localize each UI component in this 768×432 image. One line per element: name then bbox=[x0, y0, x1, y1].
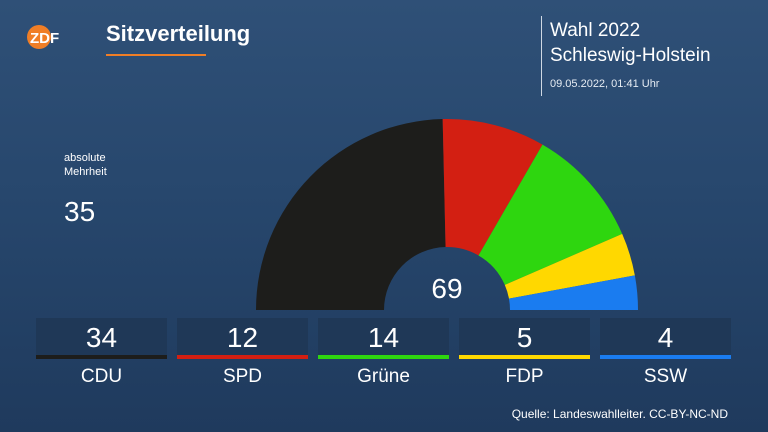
party-color-bar bbox=[177, 355, 308, 359]
party-color-bar bbox=[600, 355, 731, 359]
source-credit: Quelle: Landeswahlleiter. CC-BY-NC-ND bbox=[511, 407, 728, 421]
party-name-label: SSW bbox=[643, 366, 688, 387]
party-name-label: CDU bbox=[80, 366, 123, 387]
party-color-bar bbox=[459, 355, 590, 359]
majority-label: absolute Mehrheit bbox=[64, 151, 107, 179]
majority-value: 35 bbox=[64, 196, 96, 227]
majority-label-line1: absolute bbox=[64, 152, 106, 164]
title-underline bbox=[106, 54, 206, 56]
party-box-cdu: 34 bbox=[36, 318, 167, 359]
header-divider bbox=[541, 16, 542, 96]
seat-segment-cdu bbox=[256, 119, 446, 310]
party-color-bar bbox=[36, 355, 167, 359]
zdf-logo: ZDF bbox=[27, 25, 59, 49]
election-name: Wahl 2022 bbox=[550, 20, 641, 41]
page-title: Sitzverteilung bbox=[106, 21, 251, 46]
party-box-spd: 12 bbox=[177, 318, 308, 359]
party-name-label: SPD bbox=[222, 366, 263, 387]
seat-segment-grüne bbox=[478, 144, 623, 285]
party-box-fdp: 5 bbox=[459, 318, 590, 359]
total-seats: 69 bbox=[431, 273, 463, 304]
party-name-label: Grüne bbox=[357, 366, 410, 387]
seat-segment-fdp bbox=[504, 233, 635, 299]
election-region: Schleswig-Holstein bbox=[550, 45, 711, 66]
party-seat-count: 5 bbox=[516, 322, 533, 353]
party-seat-count: 34 bbox=[85, 322, 118, 353]
party-seat-count: 14 bbox=[367, 322, 400, 353]
logo-wordmark: ZDF bbox=[30, 30, 59, 47]
party-seat-count: 12 bbox=[226, 322, 259, 353]
timestamp: 09.05.2022, 01:41 Uhr bbox=[550, 78, 660, 90]
party-name-label: FDP bbox=[505, 366, 544, 387]
seat-segment-spd bbox=[442, 119, 543, 256]
majority-label-line2: Mehrheit bbox=[64, 166, 107, 178]
party-seat-count: 4 bbox=[657, 322, 674, 353]
party-color-bar bbox=[318, 355, 449, 359]
party-box-grüne: 14 bbox=[318, 318, 449, 359]
party-box-ssw: 4 bbox=[600, 318, 731, 359]
seat-segment-ssw bbox=[508, 275, 638, 310]
